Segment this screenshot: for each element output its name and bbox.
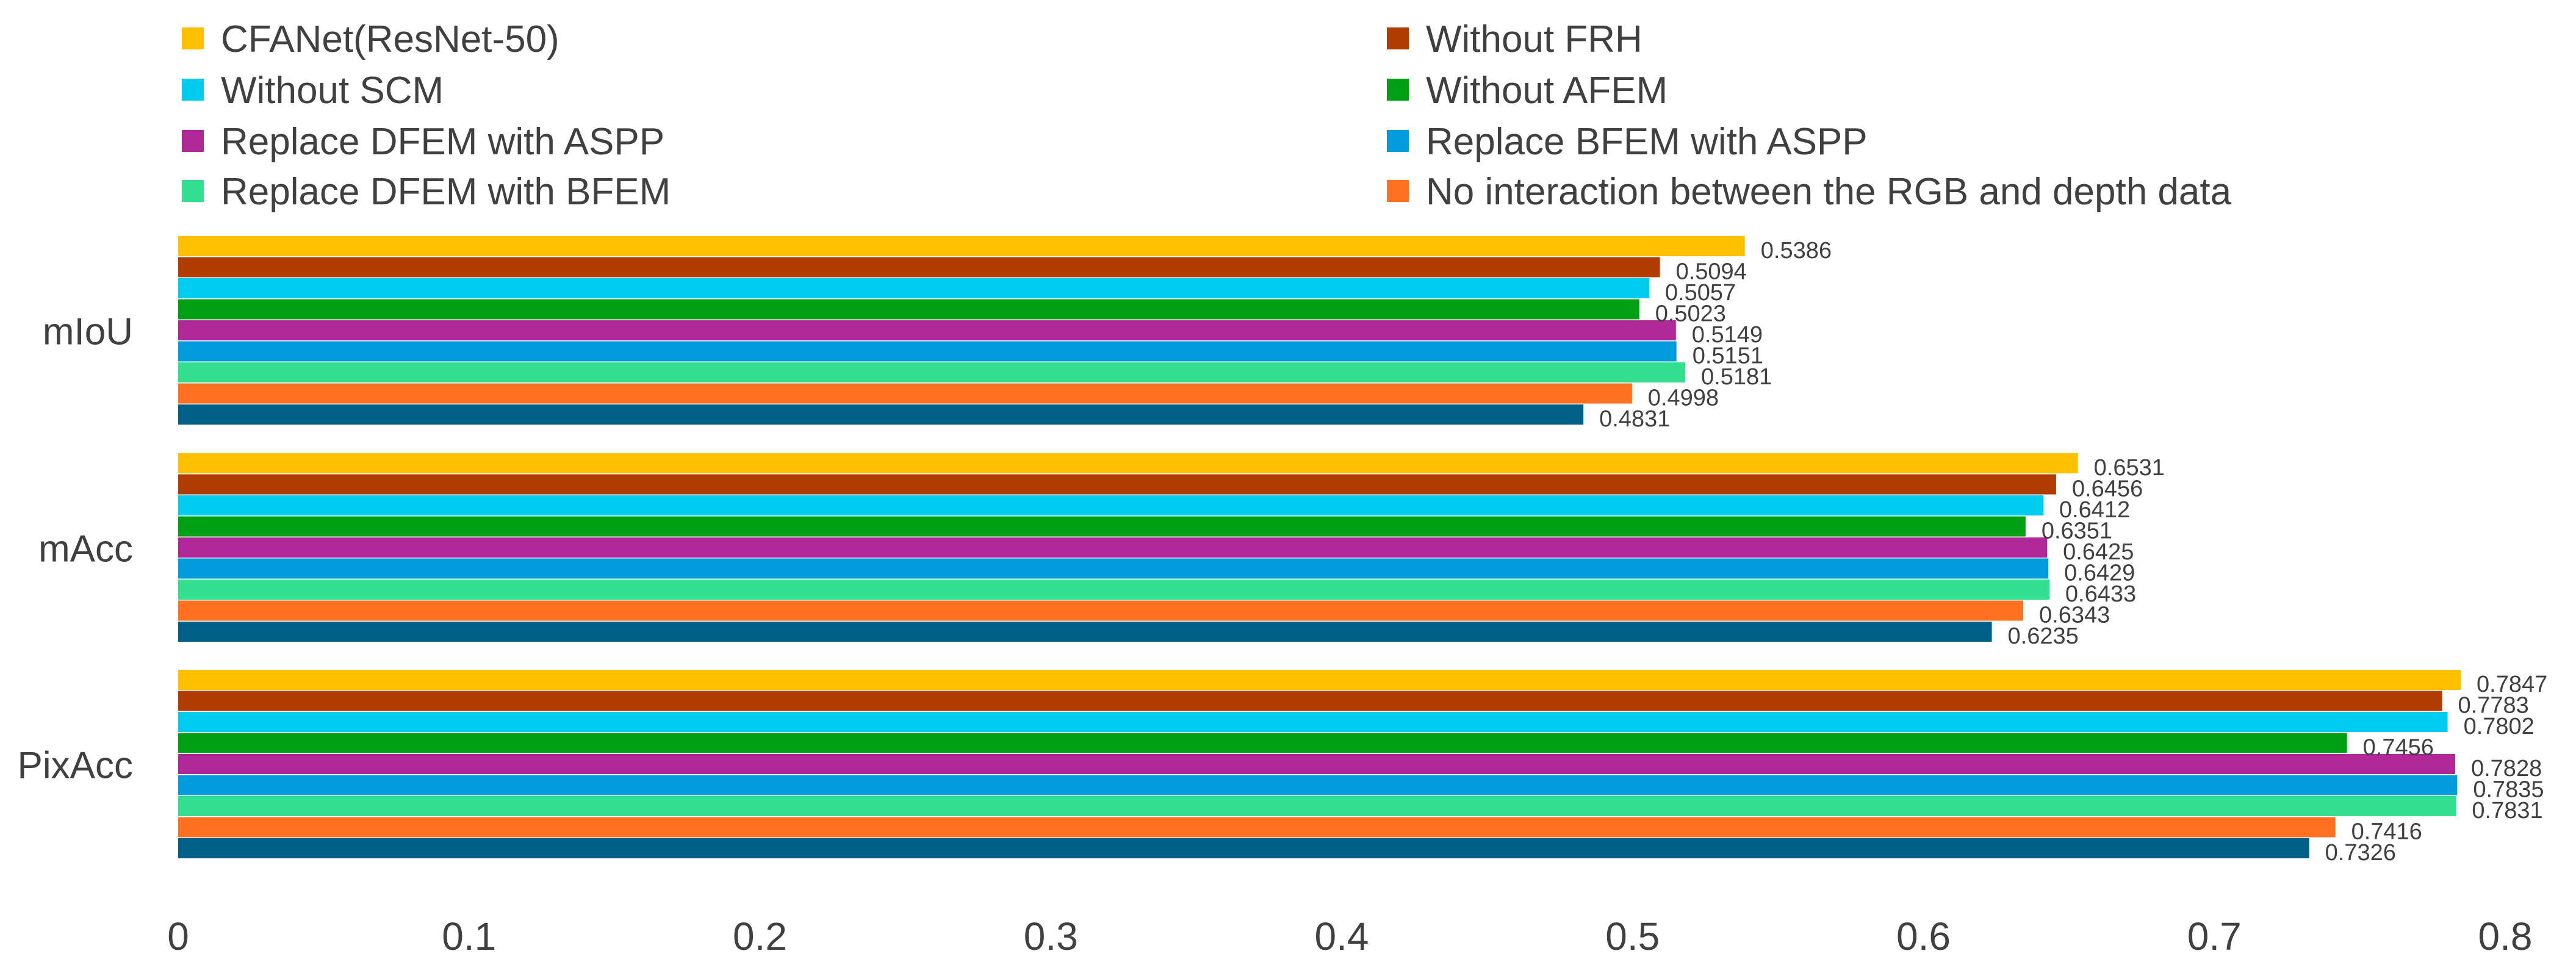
bar [178,341,1677,362]
bar [178,670,2461,690]
data-label: 0.6351 [2042,519,2112,544]
data-label: 0.7847 [2477,672,2547,697]
bar [178,754,2455,774]
bar [178,537,2048,558]
bar [178,474,2056,495]
legend-item-label: CFANet(ResNet-50) [221,18,559,60]
legend-item-label: No interaction between the RGB and depth… [1426,171,2232,213]
x-tick-label: 0.4 [1315,914,1369,958]
data-label: 0.7456 [2363,735,2434,761]
data-label: 0.7416 [2351,819,2422,845]
bar [178,622,1992,642]
data-label: 0.7828 [2471,756,2542,781]
data-label: 0.6343 [2039,603,2110,628]
legend-swatch [182,27,204,49]
bar [178,299,1639,320]
data-labels: 0.5386 0.50940.50570.50230.51490.51510.51… [1599,238,2547,866]
legend: CFANet(ResNet-50) Without FRH Without SCM W… [182,18,2232,213]
x-tick-label: 0 [167,914,189,958]
data-label: 0.5094 [1676,259,1747,285]
bar [178,362,1686,382]
legend-item-label: Replace DFEM with ASPP [221,121,664,163]
data-label: 0.4998 [1648,386,1719,411]
legend-swatch [1387,130,1409,152]
data-label: 0.4831 [1599,406,1670,432]
bar [178,404,1584,425]
bar [178,516,2026,537]
bar [178,495,2043,515]
x-tick-label: 0.2 [733,914,787,958]
data-label: 0.6433 [2065,581,2136,607]
category-label: mIoU [43,311,133,353]
legend-swatch [182,79,204,101]
bar [178,733,2347,753]
data-label: 0.7831 [2472,798,2542,824]
data-label: 0.5151 [1693,343,1763,369]
data-label: 0.7783 [2458,693,2529,719]
x-tick-label: 0.3 [1024,914,1078,958]
bar [178,796,2456,816]
x-tick-label: 0.1 [442,914,496,958]
data-label: 0.5386 [1761,238,1832,264]
data-label: 0.6235 [2008,623,2079,649]
category-label: PixAcc [18,744,133,786]
legend-item-label: Without FRH [1426,18,1642,60]
bar [178,817,2336,838]
bar [178,383,1632,404]
data-label: 0.6425 [2063,539,2134,565]
legend-item-label: Without SCM [221,70,444,112]
category-labels: mIoU mAcc PixAcc [18,311,133,786]
bar [178,580,2049,600]
data-label: 0.6456 [2072,476,2143,502]
legend-item-label: Replace BFEM with ASPP [1426,121,1868,163]
x-axis: 0 0.1 0.2 0.3 0.4 0.5 0.6 0.7 0.8 [167,914,2532,958]
bar [178,278,1649,298]
data-label: 0.5149 [1692,322,1763,348]
x-tick-label: 0.6 [1896,914,1951,958]
data-label: 0.6429 [2064,561,2135,586]
bar [178,320,1676,340]
legend-swatch [1387,27,1409,49]
data-label: 0.5023 [1655,301,1726,327]
legend-item-label: Replace DFEM with BFEM [221,171,671,213]
bar [178,257,1660,278]
bar [178,775,2458,795]
data-label: 0.7835 [2473,777,2544,803]
bar [178,691,2442,711]
x-tick-label: 0.7 [2187,914,2242,958]
data-label: 0.5057 [1665,280,1736,306]
bar [178,453,2078,473]
bar [178,838,2309,858]
legend-swatch [182,180,204,202]
data-label: 0.6412 [2059,497,2130,523]
legend-item-label: Without AFEM [1426,70,1668,112]
bars [178,236,2461,858]
data-label: 0.6531 [2094,455,2165,481]
data-label: 0.7326 [2325,840,2396,866]
category-label: mAcc [38,528,133,570]
data-label: 0.7802 [2464,714,2535,739]
legend-swatch [1387,180,1409,202]
legend-swatch [182,130,204,152]
legend-swatch [1387,79,1409,101]
bar [178,600,2024,621]
bar [178,712,2448,732]
x-tick-label: 0.5 [1605,914,1660,958]
x-tick-label: 0.8 [2478,914,2533,958]
bar [178,236,1745,256]
data-label: 0.5181 [1701,364,1772,390]
bar [178,558,2049,579]
